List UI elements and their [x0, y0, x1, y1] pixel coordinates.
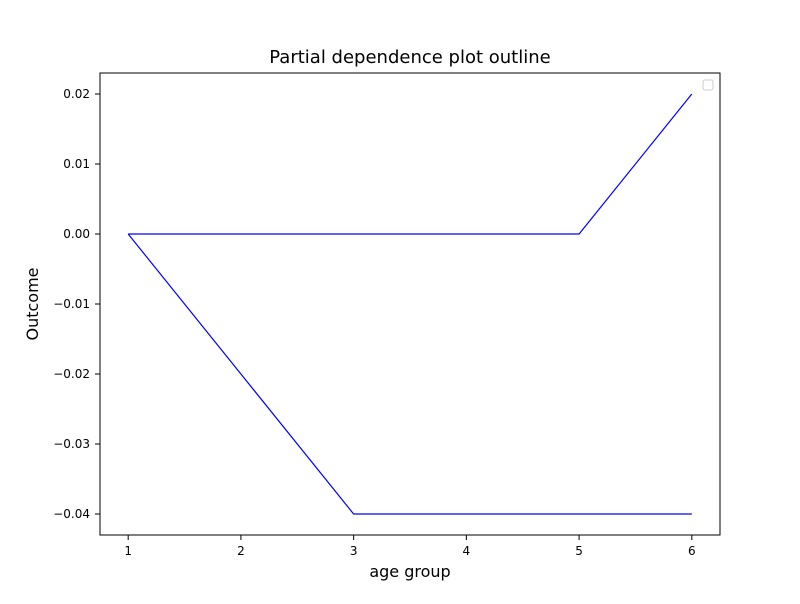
series-line-2	[128, 93, 693, 235]
x-axis-label: age group	[369, 562, 450, 581]
y-tick-label: 0.01	[63, 157, 90, 171]
y-axis-label: Outcome	[23, 267, 42, 340]
y-tick-label: −0.02	[53, 367, 90, 381]
axes-layer: 1 2 3 4 5 6 0.02 0.01 0.00 −0.01 −0.02 −0.03 −0.04	[53, 72, 721, 558]
plot-layer	[127, 93, 693, 515]
series-line-1	[127, 233, 692, 515]
y-tick-label: −0.04	[53, 507, 90, 521]
x-tick-label: 1	[124, 544, 132, 558]
x-tick-label: 4	[463, 544, 471, 558]
x-tick-label: 2	[237, 544, 245, 558]
x-tick-label: 5	[575, 544, 583, 558]
x-tick-label: 6	[688, 544, 696, 558]
x-tick-label: 3	[350, 544, 358, 558]
y-tick-label: 0.02	[63, 87, 90, 101]
chart-title: Partial dependence plot outline	[269, 47, 550, 68]
y-tick-label: 0.00	[63, 227, 90, 241]
y-tick-label: −0.03	[53, 437, 90, 451]
y-tick-label: −0.01	[53, 297, 90, 311]
legend-box	[702, 79, 714, 91]
